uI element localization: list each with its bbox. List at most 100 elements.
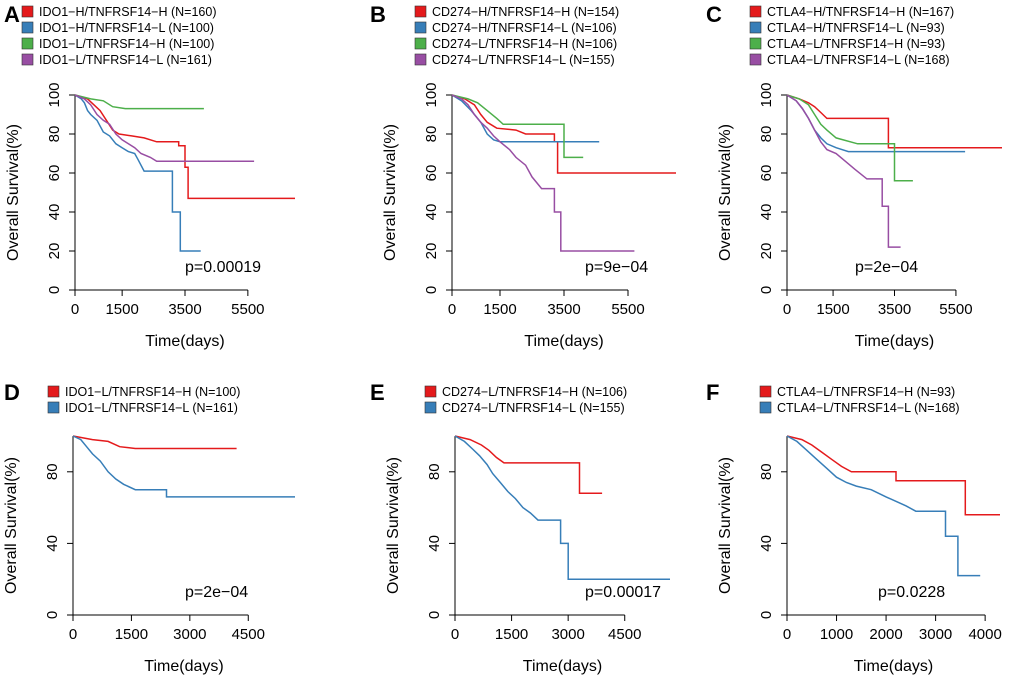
legend-label: IDO1−L/TNFRSF14−H (N=100) <box>65 385 240 399</box>
y-tick-label: 80 <box>758 126 775 143</box>
legend-swatch <box>21 37 34 50</box>
y-tick-label: 100 <box>423 82 440 107</box>
legend-swatch <box>759 401 772 414</box>
y-tick-label: 80 <box>758 463 775 480</box>
y-tick-label: 60 <box>46 165 63 182</box>
panel-a: A IDO1−H/TNFRSF14−H (N=160) IDO1−H/TNFRSF1… <box>4 2 295 350</box>
y-tick-label: 60 <box>758 165 775 182</box>
x-tick-label: 1500 <box>816 301 849 318</box>
x-tick-label: 1500 <box>115 626 148 643</box>
legend-swatch <box>749 5 762 18</box>
panel-label: F <box>706 380 719 405</box>
y-tick-label: 80 <box>46 126 63 143</box>
legend-swatch <box>749 21 762 34</box>
panel-e: E CD274−L/TNFRSF14−H (N=106) CD274−L/TNFRS… <box>370 380 670 675</box>
legend-label: IDO1−L/TNFRSF14−H (N=100) <box>39 37 214 51</box>
p-value: p=0.00017 <box>585 584 661 601</box>
legend-label: IDO1−L/TNFRSF14−L (N=161) <box>39 53 212 67</box>
legend-label: CTLA4−H/TNFRSF14−H (N=167) <box>767 5 954 19</box>
series-line <box>72 435 237 450</box>
legend-swatch <box>47 401 60 414</box>
y-axis-label: Overall Survival(%) <box>382 124 399 261</box>
y-axis-label: Overall Survival(%) <box>3 457 20 594</box>
x-tick-label: 4000 <box>968 626 1001 643</box>
y-axis-label: Overall Survival(%) <box>717 124 734 261</box>
legend-label: CD274−L/TNFRSF14−L (N=155) <box>442 401 625 415</box>
legend-swatch <box>414 5 427 18</box>
series-line <box>786 94 913 182</box>
series-line <box>786 435 1000 516</box>
p-value: p=0.00019 <box>185 259 261 276</box>
x-axis-label: Time(days) <box>145 333 224 350</box>
x-tick-label: 1500 <box>483 301 516 318</box>
legend-swatch <box>759 385 772 398</box>
legend-swatch <box>414 53 427 66</box>
panel-label: A <box>4 2 20 27</box>
x-tick-label: 3500 <box>878 301 911 318</box>
series-line <box>451 94 635 252</box>
y-axis-label: Overall Survival(%) <box>385 457 402 594</box>
legend-label: CTLA4−L/TNFRSF14−L (N=168) <box>777 401 960 415</box>
x-tick-label: 3000 <box>551 626 584 643</box>
legend-label: CTLA4−H/TNFRSF14−L (N=93) <box>767 21 945 35</box>
series-line <box>74 94 295 200</box>
legend-swatch <box>21 53 34 66</box>
series-line <box>786 435 981 577</box>
y-tick-label: 100 <box>46 82 63 107</box>
legend-swatch <box>749 37 762 50</box>
y-tick-label: 40 <box>758 204 775 221</box>
series-line <box>786 94 901 248</box>
legend-label: IDO1−H/TNFRSF14−H (N=160) <box>39 5 216 19</box>
x-tick-label: 1000 <box>820 626 853 643</box>
y-tick-label: 0 <box>44 611 61 619</box>
y-axis-label: Overall Survival(%) <box>5 124 22 261</box>
x-tick-label: 4500 <box>608 626 641 643</box>
legend-swatch <box>414 21 427 34</box>
x-tick-label: 0 <box>451 626 459 643</box>
y-tick-label: 40 <box>758 535 775 552</box>
x-axis-label: Time(days) <box>144 658 223 675</box>
x-tick-label: 0 <box>783 626 791 643</box>
y-tick-label: 0 <box>46 286 63 294</box>
y-tick-label: 100 <box>758 82 775 107</box>
x-tick-label: 5500 <box>939 301 972 318</box>
panel-label: C <box>706 2 722 27</box>
y-tick-label: 20 <box>46 243 63 260</box>
legend-swatch <box>21 21 34 34</box>
p-value: p=2e−04 <box>185 584 248 601</box>
y-tick-label: 40 <box>46 204 63 221</box>
legend-swatch <box>749 53 762 66</box>
panel-label: D <box>4 380 20 405</box>
p-value: p=9e−04 <box>585 259 648 276</box>
x-tick-label: 3500 <box>547 301 580 318</box>
series-line <box>454 435 670 580</box>
x-tick-label: 0 <box>783 301 791 318</box>
legend-label: CTLA4−L/TNFRSF14−H (N=93) <box>767 37 945 51</box>
y-tick-label: 20 <box>758 243 775 260</box>
x-tick-label: 3000 <box>919 626 952 643</box>
x-tick-label: 5500 <box>611 301 644 318</box>
y-axis-label: Overall Survival(%) <box>717 457 734 594</box>
panel-b: B CD274−H/TNFRSF14−H (N=154) CD274−H/TNFRS… <box>370 2 676 350</box>
legend-label: CD274−L/TNFRSF14−H (N=106) <box>442 385 627 399</box>
x-axis-label: Time(days) <box>524 333 603 350</box>
y-tick-label: 0 <box>758 611 775 619</box>
panel-label: E <box>370 380 385 405</box>
legend-swatch <box>424 401 437 414</box>
y-tick-label: 80 <box>423 126 440 143</box>
legend-label: IDO1−L/TNFRSF14−L (N=161) <box>65 401 238 415</box>
x-tick-label: 1500 <box>495 626 528 643</box>
y-tick-label: 0 <box>758 286 775 294</box>
legend-label: CD274−H/TNFRSF14−H (N=154) <box>432 5 619 19</box>
panel-c: C CTLA4−H/TNFRSF14−H (N=167) CTLA4−H/TNFRS… <box>706 2 1002 350</box>
panel-label: B <box>370 2 386 27</box>
legend-swatch <box>424 385 437 398</box>
y-tick-label: 20 <box>423 243 440 260</box>
x-axis-label: Time(days) <box>855 333 934 350</box>
y-tick-label: 60 <box>423 165 440 182</box>
panel-d: D IDO1−L/TNFRSF14−H (N=100) IDO1−L/TNFRSF1… <box>3 380 295 675</box>
series-line <box>74 94 255 163</box>
legend-label: CTLA4−L/TNFRSF14−H (N=93) <box>777 385 955 399</box>
x-tick-label: 5500 <box>231 301 264 318</box>
series-line <box>74 94 204 110</box>
